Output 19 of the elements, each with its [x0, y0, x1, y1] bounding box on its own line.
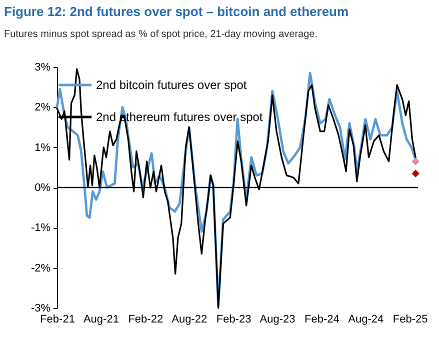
x-tick-label: Aug-24 [348, 314, 384, 326]
x-tick-label: Aug-21 [83, 314, 119, 326]
legend-label: 2nd bitcoin futures over spot [96, 78, 248, 92]
y-tick-label: 2% [34, 102, 51, 114]
y-tick-label: -2% [30, 262, 51, 274]
chart-subtitle: Futures minus spot spread as % of spot price, 21-day moving average. [4, 29, 318, 40]
x-tick-label: Feb-24 [304, 314, 340, 326]
x-tick-label: Feb-22 [128, 314, 164, 326]
y-tick-label: 1% [34, 142, 51, 154]
y-tick-label: -3% [30, 302, 51, 314]
y-tick-label: -1% [30, 222, 51, 234]
x-tick-label: Feb-25 [392, 314, 428, 326]
x-tick-label: Aug-22 [172, 314, 208, 326]
y-tick-label: 3% [34, 62, 51, 74]
y-tick-label: 0% [34, 182, 51, 194]
chart-title: Figure 12: 2nd futures over spot – bitcoin and ethereum [4, 4, 349, 19]
x-tick-label: Feb-23 [216, 314, 252, 326]
x-tick-label: Aug-23 [260, 314, 296, 326]
x-tick-label: Feb-21 [40, 314, 75, 326]
